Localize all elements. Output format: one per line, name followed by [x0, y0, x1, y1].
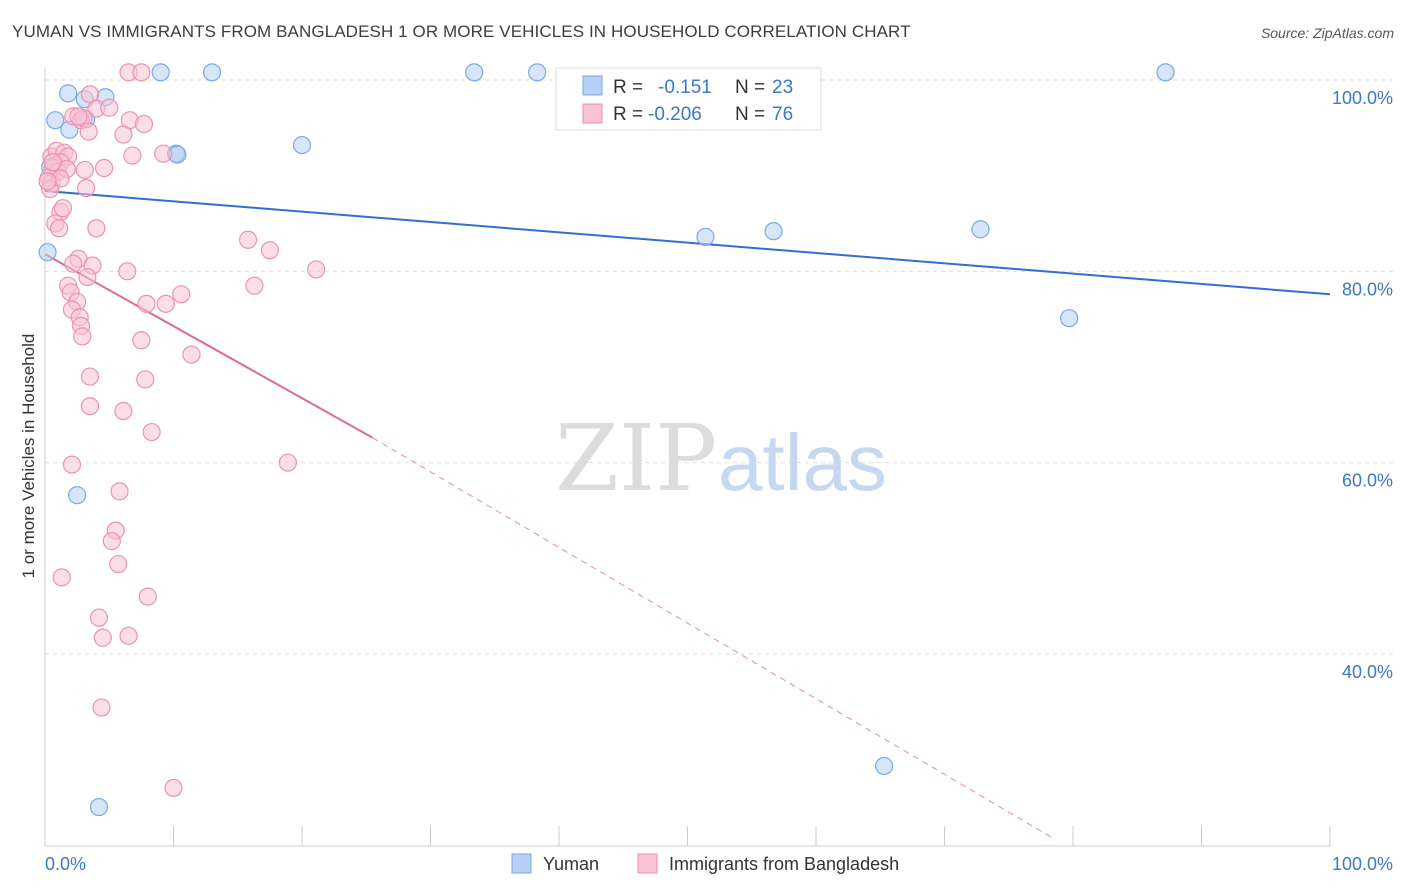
gridlines: [45, 79, 1393, 655]
watermark-atlas: atlas: [718, 418, 887, 507]
x-tick-label-100: 100.0%: [1332, 854, 1393, 874]
point-bangladesh-74: [53, 199, 73, 218]
point-bangladesh-66: [93, 628, 112, 647]
point-bangladesh-59: [110, 482, 129, 501]
point-bangladesh-36: [118, 262, 137, 281]
point-yuman-15: [764, 222, 783, 241]
point-bangladesh-72: [69, 107, 88, 126]
point-bangladesh-64: [138, 587, 157, 606]
watermark-zip: ZIP: [555, 405, 717, 512]
watermark: ZIP atlas: [555, 405, 887, 512]
point-bangladesh-20: [75, 160, 94, 180]
trend-line-0: [44, 189, 1331, 296]
point-yuman-13: [528, 63, 547, 82]
legend-n-value-2: 76: [772, 104, 793, 125]
series-legend-label-bangladesh: Immigrants from Bangladesh: [669, 854, 899, 874]
point-bangladesh-62: [109, 554, 128, 574]
point-bangladesh-11: [154, 144, 173, 163]
point-bangladesh-56: [142, 422, 161, 442]
point-yuman-20: [875, 756, 894, 776]
point-bangladesh-30: [50, 219, 69, 238]
stats-legend: R = -0.151 N = 23 R = -0.206 N = 76: [555, 67, 822, 131]
trend-line-1: [44, 253, 374, 439]
point-bangladesh-68: [92, 698, 111, 717]
point-bangladesh-26: [77, 179, 96, 198]
point-yuman-17: [1060, 309, 1079, 328]
point-yuman-12: [465, 63, 484, 82]
point-bangladesh-50: [132, 331, 151, 350]
point-bangladesh-49: [73, 327, 92, 346]
point-bangladesh-69: [164, 778, 183, 798]
point-bangladesh-53: [136, 370, 155, 389]
tick-labels: 40.0% 60.0% 80.0% 100.0% 0.0% 100.0%: [45, 88, 1393, 874]
point-bangladesh-31: [87, 219, 106, 238]
series-legend-swatch-bangladesh: [637, 853, 658, 874]
point-bangladesh-38: [78, 267, 97, 287]
y-tick-label-40: 40.0%: [1342, 662, 1393, 682]
point-bangladesh-54: [80, 397, 100, 416]
point-yuman-7: [151, 63, 170, 82]
point-bangladesh-42: [172, 285, 191, 304]
point-yuman-14: [696, 227, 715, 246]
point-bangladesh-27: [123, 146, 142, 165]
legend-r-label-2: R =: [613, 104, 643, 125]
point-yuman-19: [68, 486, 87, 505]
y-tick-label-80: 80.0%: [1342, 279, 1393, 299]
point-bangladesh-58: [278, 453, 297, 472]
point-yuman-18: [1156, 63, 1175, 82]
legend-r-value-1: -0.151: [658, 77, 712, 98]
point-bangladesh-1: [132, 63, 151, 82]
point-yuman-0: [38, 243, 57, 262]
chart-title: YUMAN VS IMMIGRANTS FROM BANGLADESH 1 OR…: [12, 22, 911, 41]
chart-source: Source: ZipAtlas.com: [1260, 25, 1394, 41]
point-yuman-1: [46, 111, 65, 130]
point-bangladesh-71: [38, 172, 57, 191]
axes: [44, 68, 1331, 847]
point-bangladesh-65: [89, 608, 109, 627]
series-legend-swatch-yuman: [511, 853, 532, 874]
point-yuman-11: [292, 135, 312, 155]
data-points: [38, 63, 1175, 817]
point-bangladesh-55: [114, 401, 133, 421]
point-bangladesh-40: [245, 276, 264, 295]
point-bangladesh-8: [134, 114, 154, 134]
point-bangladesh-9: [79, 122, 98, 141]
legend-r-label-1: R =: [613, 77, 643, 98]
point-yuman-21: [89, 797, 109, 817]
point-bangladesh-70: [43, 153, 62, 172]
point-yuman-8: [202, 63, 222, 82]
point-bangladesh-73: [100, 98, 119, 117]
legend-swatch-bangladesh: [582, 103, 603, 124]
point-bangladesh-32: [238, 230, 258, 249]
point-bangladesh-21: [95, 158, 114, 178]
y-tick-label-100: 100.0%: [1332, 88, 1393, 108]
point-bangladesh-43: [137, 294, 156, 313]
point-yuman-16: [971, 220, 990, 239]
y-tick-label-60: 60.0%: [1342, 471, 1393, 491]
point-bangladesh-75: [64, 254, 83, 273]
x-tick-label-0: 0.0%: [45, 854, 86, 874]
point-bangladesh-33: [260, 241, 279, 260]
trend-lines: [44, 189, 1331, 840]
legend-r-value-2: -0.206: [648, 104, 702, 125]
series-legend-label-yuman: Yuman: [543, 854, 599, 874]
point-bangladesh-67: [119, 626, 138, 645]
point-bangladesh-51: [182, 345, 201, 364]
point-bangladesh-10: [114, 125, 133, 144]
legend-n-value-1: 23: [772, 77, 793, 98]
legend-n-label-1: N =: [735, 77, 765, 98]
point-bangladesh-61: [102, 532, 121, 551]
legend-swatch-yuman: [582, 75, 603, 96]
series-legend: Yuman Immigrants from Bangladesh: [511, 853, 899, 874]
point-bangladesh-52: [80, 367, 100, 386]
y-axis-title: 1 or more Vehicles in Household: [19, 334, 38, 579]
point-bangladesh-57: [62, 455, 82, 474]
legend-n-label-2: N =: [735, 104, 765, 125]
point-bangladesh-37: [307, 260, 326, 279]
point-yuman-2: [59, 84, 78, 103]
point-bangladesh-63: [52, 568, 71, 587]
point-bangladesh-44: [156, 294, 175, 313]
